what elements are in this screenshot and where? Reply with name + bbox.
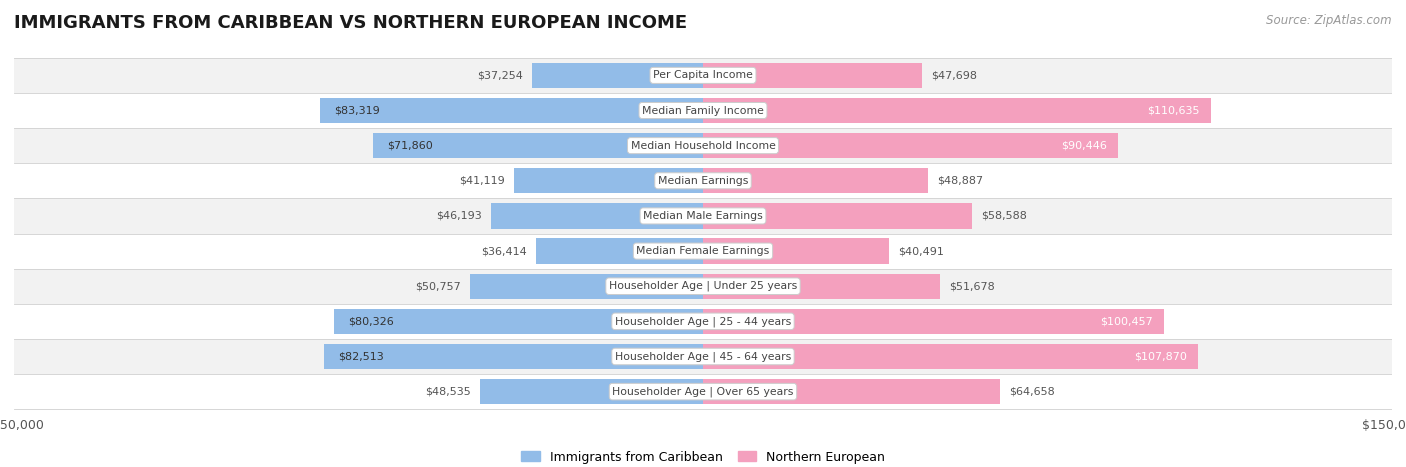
Bar xyxy=(491,203,703,228)
Text: $90,446: $90,446 xyxy=(1062,141,1107,151)
Bar xyxy=(479,379,703,404)
Text: Median Earnings: Median Earnings xyxy=(658,176,748,186)
Bar xyxy=(703,63,922,88)
Text: $50,757: $50,757 xyxy=(415,281,461,291)
Bar xyxy=(14,58,1392,93)
Legend: Immigrants from Caribbean, Northern European: Immigrants from Caribbean, Northern Euro… xyxy=(516,446,890,467)
Bar xyxy=(703,168,928,193)
Text: $40,491: $40,491 xyxy=(898,246,943,256)
Bar xyxy=(323,344,703,369)
Bar xyxy=(14,234,1392,269)
Text: Per Capita Income: Per Capita Income xyxy=(652,71,754,80)
Bar xyxy=(703,344,1198,369)
Text: $46,193: $46,193 xyxy=(436,211,482,221)
Text: Median Household Income: Median Household Income xyxy=(630,141,776,151)
Bar xyxy=(470,274,703,299)
Bar xyxy=(703,203,972,228)
Bar xyxy=(14,128,1392,163)
Bar xyxy=(14,198,1392,234)
Bar xyxy=(14,93,1392,128)
Bar xyxy=(14,269,1392,304)
Bar xyxy=(14,374,1392,409)
Text: Median Family Income: Median Family Income xyxy=(643,106,763,115)
Bar xyxy=(536,239,703,264)
Text: $100,457: $100,457 xyxy=(1099,316,1153,326)
Text: Median Female Earnings: Median Female Earnings xyxy=(637,246,769,256)
Text: $37,254: $37,254 xyxy=(477,71,523,80)
Bar xyxy=(14,163,1392,198)
Bar xyxy=(703,239,889,264)
Bar xyxy=(373,133,703,158)
Text: $47,698: $47,698 xyxy=(931,71,977,80)
Text: $80,326: $80,326 xyxy=(347,316,394,326)
Text: $82,513: $82,513 xyxy=(337,352,384,361)
Bar xyxy=(14,304,1392,339)
Text: Householder Age | 25 - 44 years: Householder Age | 25 - 44 years xyxy=(614,316,792,326)
Bar xyxy=(703,98,1211,123)
Bar xyxy=(703,274,941,299)
Bar xyxy=(14,339,1392,374)
Text: $58,588: $58,588 xyxy=(981,211,1028,221)
Bar xyxy=(515,168,703,193)
Text: $51,678: $51,678 xyxy=(949,281,995,291)
Text: $41,119: $41,119 xyxy=(460,176,505,186)
Bar xyxy=(335,309,703,334)
Text: $83,319: $83,319 xyxy=(335,106,380,115)
Text: $48,535: $48,535 xyxy=(425,387,471,396)
Text: Householder Age | Under 25 years: Householder Age | Under 25 years xyxy=(609,281,797,291)
Text: $71,860: $71,860 xyxy=(387,141,433,151)
Text: IMMIGRANTS FROM CARIBBEAN VS NORTHERN EUROPEAN INCOME: IMMIGRANTS FROM CARIBBEAN VS NORTHERN EU… xyxy=(14,14,688,32)
Text: $64,658: $64,658 xyxy=(1010,387,1054,396)
Text: Householder Age | Over 65 years: Householder Age | Over 65 years xyxy=(612,386,794,397)
Bar xyxy=(703,133,1118,158)
Text: $36,414: $36,414 xyxy=(481,246,527,256)
Bar xyxy=(321,98,703,123)
Text: $48,887: $48,887 xyxy=(936,176,983,186)
Bar xyxy=(703,309,1164,334)
Bar xyxy=(531,63,703,88)
Text: Source: ZipAtlas.com: Source: ZipAtlas.com xyxy=(1267,14,1392,27)
Bar xyxy=(703,379,1000,404)
Text: Householder Age | 45 - 64 years: Householder Age | 45 - 64 years xyxy=(614,351,792,362)
Text: $107,870: $107,870 xyxy=(1135,352,1187,361)
Text: $110,635: $110,635 xyxy=(1147,106,1199,115)
Text: Median Male Earnings: Median Male Earnings xyxy=(643,211,763,221)
